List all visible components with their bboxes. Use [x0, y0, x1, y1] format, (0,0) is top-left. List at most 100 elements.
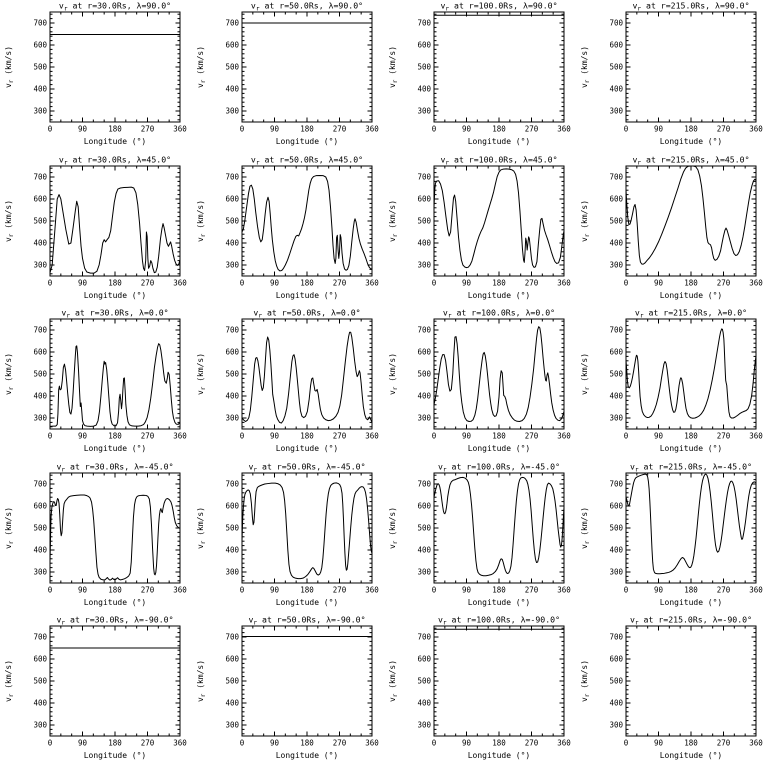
x-tick-label: 90	[462, 432, 472, 441]
x-tick-label: 180	[300, 585, 314, 594]
subplot-cell-r50-lat-90: 0 90 180 270 360 300 400 500 600 700 vr at r=50.0R…	[192, 614, 384, 768]
x-axis-label: Longitude (°)	[468, 444, 531, 453]
x-tick-label: 360	[365, 585, 379, 594]
y-tick-label: 600	[417, 655, 431, 664]
y-tick-label: 600	[609, 41, 623, 50]
y-tick-label: 600	[33, 348, 47, 357]
y-tick-label: 600	[609, 348, 623, 357]
y-tick-label: 500	[225, 370, 239, 379]
x-tick-label: 90	[78, 585, 88, 594]
y-axis-label: vr (km/s)	[580, 200, 591, 242]
y-axis-label: vr (km/s)	[4, 200, 15, 242]
x-tick-label: 270	[141, 278, 155, 287]
y-tick-label: 300	[225, 107, 239, 116]
subplot-cell-r30-lat-45: 0 90 180 270 360 300 400 500 600 700 vr at r=30.0R…	[0, 461, 192, 615]
y-tick-label: 500	[417, 370, 431, 379]
y-axis-label: vr (km/s)	[388, 200, 399, 242]
x-tick-label: 360	[173, 432, 187, 441]
x-tick-label: 90	[270, 124, 280, 133]
velocity-curve	[433, 326, 565, 423]
y-axis-label: vr (km/s)	[196, 46, 207, 88]
x-tick-label: 270	[333, 432, 347, 441]
y-tick-label: 300	[225, 414, 239, 423]
x-tick-label: 360	[557, 432, 571, 441]
y-tick-label: 300	[417, 721, 431, 730]
x-tick-label: 270	[525, 278, 539, 287]
y-tick-label: 700	[225, 326, 239, 335]
x-tick-label: 180	[108, 124, 122, 133]
x-tick-label: 180	[492, 585, 506, 594]
y-tick-label: 400	[417, 699, 431, 708]
x-tick-label: 180	[684, 432, 698, 441]
x-tick-label: 0	[432, 124, 437, 133]
x-tick-label: 360	[365, 432, 379, 441]
x-tick-label: 90	[654, 739, 664, 748]
y-tick-label: 400	[225, 545, 239, 554]
x-tick-label: 270	[141, 124, 155, 133]
subplot-r215-lat-90: 0 90 180 270 360 300 400 500 600 700 vr at r=215.0…	[580, 615, 763, 760]
x-tick-label: 90	[462, 739, 472, 748]
plot-frame	[625, 625, 757, 737]
x-tick-label: 360	[749, 432, 763, 441]
x-tick-label: 360	[557, 585, 571, 594]
y-tick-label: 600	[417, 501, 431, 510]
y-axis-label: vr (km/s)	[388, 660, 399, 702]
y-tick-label: 500	[33, 523, 47, 532]
x-tick-label: 0	[624, 585, 629, 594]
y-tick-label: 600	[33, 655, 47, 664]
x-tick-label: 0	[432, 739, 437, 748]
x-tick-label: 90	[78, 124, 88, 133]
x-axis-label: Longitude (°)	[660, 291, 723, 300]
y-tick-label: 300	[33, 721, 47, 730]
x-axis-label: Longitude (°)	[468, 137, 531, 146]
subplot-r215-lat90: 0 90 180 270 360 300 400 500 600 700 vr at r=215.0…	[580, 0, 763, 145]
y-axis-label: vr (km/s)	[388, 507, 399, 549]
x-tick-label: 0	[48, 124, 53, 133]
x-tick-label: 90	[654, 278, 664, 287]
x-tick-label: 180	[300, 278, 314, 287]
plot-frame	[241, 625, 373, 737]
subplot-r100-lat0: 0 90 180 270 360 300 400 500 600 700 vr at r=100.0…	[388, 308, 571, 453]
y-tick-label: 700	[225, 19, 239, 28]
subplot-cell-r215-lat-45: 0 90 180 270 360 300 400 500 600 700 vr at r=215.0…	[576, 461, 768, 615]
subplot-cell-r100-lat90: 0 90 180 270 360 300 400 500 600 700 vr at r=100.0…	[384, 0, 576, 154]
x-tick-label: 360	[749, 585, 763, 594]
x-axis-label: Longitude (°)	[84, 444, 147, 453]
y-tick-label: 300	[609, 567, 623, 576]
y-tick-label: 400	[417, 545, 431, 554]
subplot-cell-r50-lat0: 0 90 180 270 360 300 400 500 600 700 vr at r=50.0R…	[192, 307, 384, 461]
x-tick-label: 360	[173, 739, 187, 748]
x-tick-label: 0	[624, 432, 629, 441]
x-tick-label: 0	[624, 278, 629, 287]
x-tick-label: 270	[525, 585, 539, 594]
y-tick-label: 500	[33, 216, 47, 225]
y-tick-label: 600	[609, 501, 623, 510]
subplot-title: vr at r=30.0Rs, λ=90.0°	[59, 0, 171, 12]
y-axis-label: vr (km/s)	[196, 507, 207, 549]
y-axis-label: vr (km/s)	[4, 660, 15, 702]
x-tick-label: 0	[240, 739, 245, 748]
y-tick-label: 300	[33, 107, 47, 116]
subplot-title: vr at r=215.0Rs, λ=90.0°	[632, 0, 749, 12]
subplot-r50-lat45: 0 90 180 270 360 300 400 500 600 700 vr at r=50.0R…	[196, 154, 379, 299]
y-tick-label: 300	[609, 107, 623, 116]
subplot-cell-r215-lat45: 0 90 180 270 360 300 400 500 600 700 vr at r=215.0…	[576, 154, 768, 308]
y-tick-label: 300	[33, 414, 47, 423]
x-tick-label: 0	[432, 278, 437, 287]
x-tick-label: 180	[684, 124, 698, 133]
x-tick-label: 180	[492, 124, 506, 133]
y-tick-label: 600	[33, 501, 47, 510]
x-tick-label: 90	[654, 585, 664, 594]
y-tick-label: 500	[609, 216, 623, 225]
x-tick-label: 360	[365, 739, 379, 748]
x-tick-label: 180	[684, 278, 698, 287]
y-axis-label: vr (km/s)	[580, 353, 591, 395]
x-tick-label: 0	[48, 432, 53, 441]
x-tick-label: 0	[432, 585, 437, 594]
subplot-title: vr at r=50.0Rs, λ=-45.0°	[248, 461, 365, 473]
subplot-r100-lat-90: 0 90 180 270 360 300 400 500 600 700 vr at r=100.0…	[388, 615, 571, 760]
y-tick-label: 600	[33, 194, 47, 203]
y-tick-label: 500	[609, 370, 623, 379]
subplot-title: vr at r=100.0Rs, λ=-45.0°	[438, 461, 560, 473]
y-tick-label: 400	[609, 238, 623, 247]
